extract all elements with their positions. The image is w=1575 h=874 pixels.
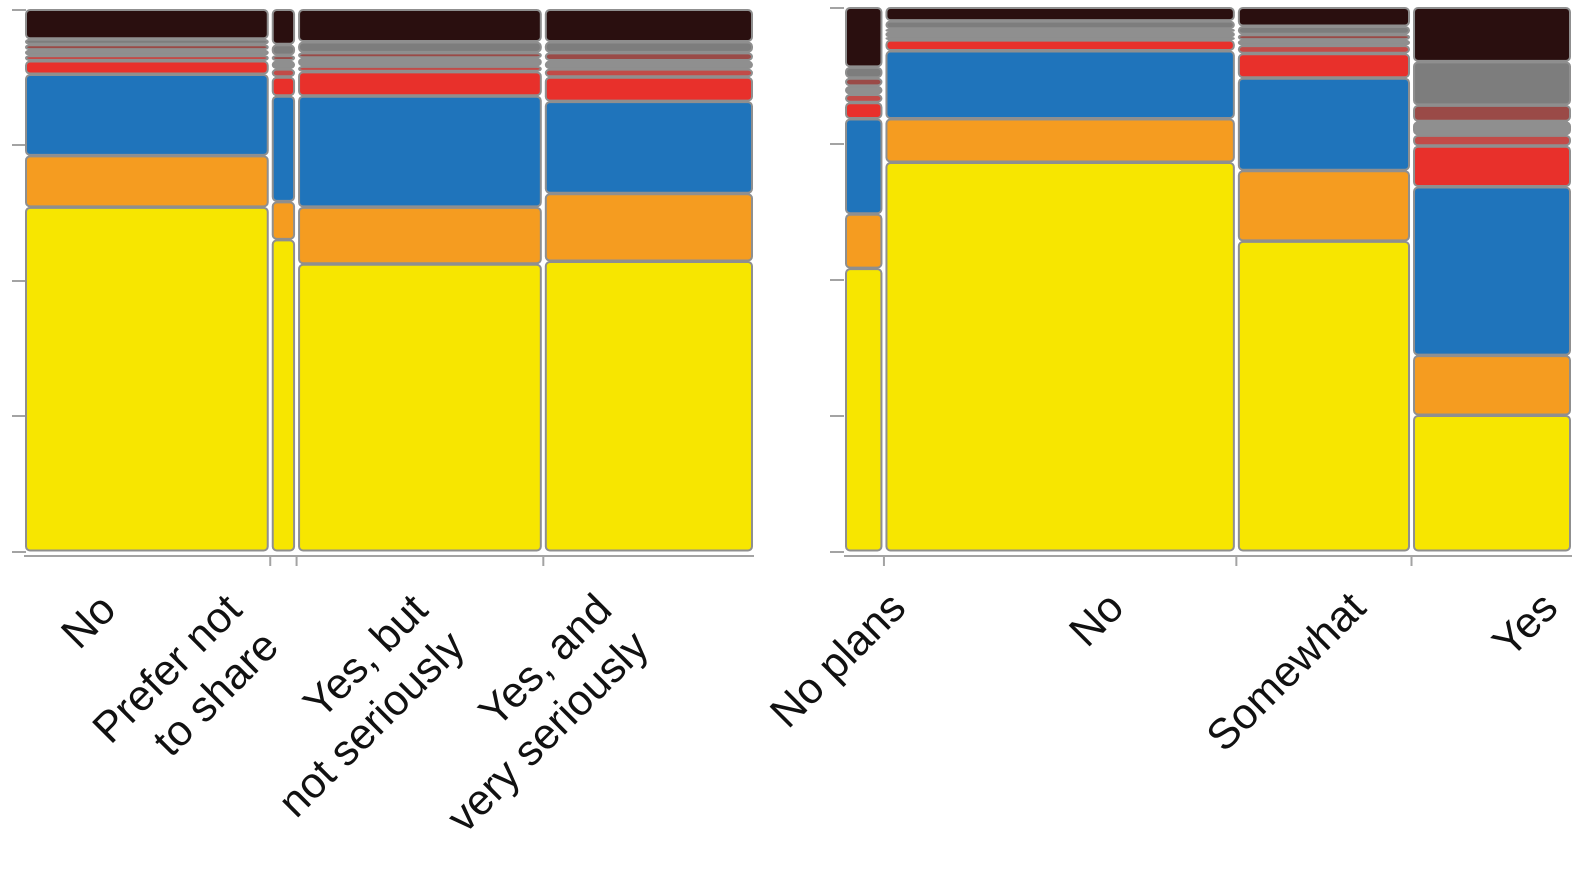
x-tick-label: Somewhat <box>1197 583 1375 761</box>
x-tick-label: No <box>1060 583 1133 656</box>
mosaic-cell <box>271 76 296 97</box>
mosaic-cell <box>298 41 542 53</box>
mosaic-cell <box>271 201 296 240</box>
mosaic-cell <box>1413 355 1572 416</box>
mosaic-cell <box>1413 145 1572 188</box>
mosaic-cell <box>544 261 753 552</box>
mosaic-cell <box>544 68 753 78</box>
mosaic-cell <box>845 102 883 120</box>
mosaic-cell <box>845 268 883 552</box>
mosaic-cell <box>885 7 1235 22</box>
mosaic-cell <box>885 31 1235 38</box>
mosaic-cell <box>1413 134 1572 147</box>
mosaic-cell <box>298 57 542 67</box>
mosaic-cell <box>845 7 883 68</box>
mosaic-cell <box>845 66 883 79</box>
mosaic-cell <box>298 206 542 265</box>
mosaic-cell <box>298 263 542 552</box>
mosaic-cell <box>1237 170 1411 242</box>
mosaic-cell <box>271 55 296 61</box>
mosaic-cell <box>1237 240 1411 552</box>
mosaic-cell <box>1237 77 1411 171</box>
mosaic-cell <box>845 213 883 269</box>
mosaic-cell <box>885 50 1235 120</box>
mosaic-cell <box>1237 34 1411 41</box>
mosaic-cell <box>298 95 542 208</box>
x-tick-label: Yes, butnot seriously <box>232 585 474 827</box>
mosaic-cell <box>271 68 296 78</box>
mosaic-cell <box>845 118 883 215</box>
mosaic-cell <box>845 77 883 87</box>
mosaic-cell <box>544 52 753 61</box>
mosaic-cell <box>1237 39 1411 46</box>
mosaic-cell <box>544 41 753 53</box>
mosaic-cell <box>271 95 296 202</box>
mosaic-cell <box>845 94 883 103</box>
mosaic-cell <box>25 49 269 56</box>
mosaic-cell <box>25 206 269 552</box>
mosaic-cell <box>544 60 753 70</box>
mosaic-cell <box>885 36 1235 41</box>
x-tick-label-line: Yes <box>1484 583 1568 667</box>
mosaic-cell <box>25 74 269 156</box>
mosaic-cell <box>1237 7 1411 27</box>
x-tick-label: No <box>52 585 125 658</box>
mosaic-cell <box>885 118 1235 163</box>
mosaic-cell <box>298 52 542 59</box>
mosaic-cell <box>544 76 753 102</box>
mosaic-cell <box>271 60 296 70</box>
mosaic-cell <box>1237 26 1411 35</box>
mosaic-cell <box>1413 7 1572 62</box>
mosaic-cell <box>25 38 269 45</box>
mosaic-cell <box>25 55 269 61</box>
mosaic-cell <box>1413 61 1572 106</box>
x-tick-label: No plans <box>761 583 915 737</box>
mosaic-cell <box>25 155 269 208</box>
mosaic-cell <box>298 9 542 43</box>
mosaic-cell <box>885 162 1235 552</box>
mosaic-cell <box>25 9 269 40</box>
mosaic-cell <box>271 44 296 56</box>
mosaic-cell <box>1413 186 1572 356</box>
x-tick-label: Yes <box>1484 583 1568 667</box>
x-tick-label-line: No plans <box>761 583 915 737</box>
mosaic-cell <box>845 85 883 95</box>
mosaic-panel-right: No plans No Somewhat Yes <box>761 7 1572 761</box>
mosaic-cell <box>1237 53 1411 79</box>
mosaic-cell <box>885 39 1235 52</box>
mosaic-cell <box>1413 121 1572 136</box>
mosaic-cell <box>1237 45 1411 54</box>
mosaic-cell <box>885 28 1235 32</box>
mosaic-cell <box>544 101 753 194</box>
x-tick-label-line: Somewhat <box>1197 583 1375 761</box>
x-tick-label-line: No <box>1060 583 1133 656</box>
mosaic-cell <box>1413 415 1572 552</box>
x-tick-label-line: No <box>52 585 125 658</box>
mosaic-cell <box>544 193 753 262</box>
mosaic-cell <box>1413 104 1572 122</box>
mosaic-cell <box>298 71 542 97</box>
mosaic-cell <box>885 20 1235 30</box>
mosaic-cell <box>271 9 296 45</box>
mosaic-cell <box>544 9 753 43</box>
mosaic-cell <box>25 44 269 51</box>
mosaic-cell <box>298 65 542 72</box>
mosaic-cell <box>271 239 296 552</box>
mosaic-cell <box>25 60 269 75</box>
